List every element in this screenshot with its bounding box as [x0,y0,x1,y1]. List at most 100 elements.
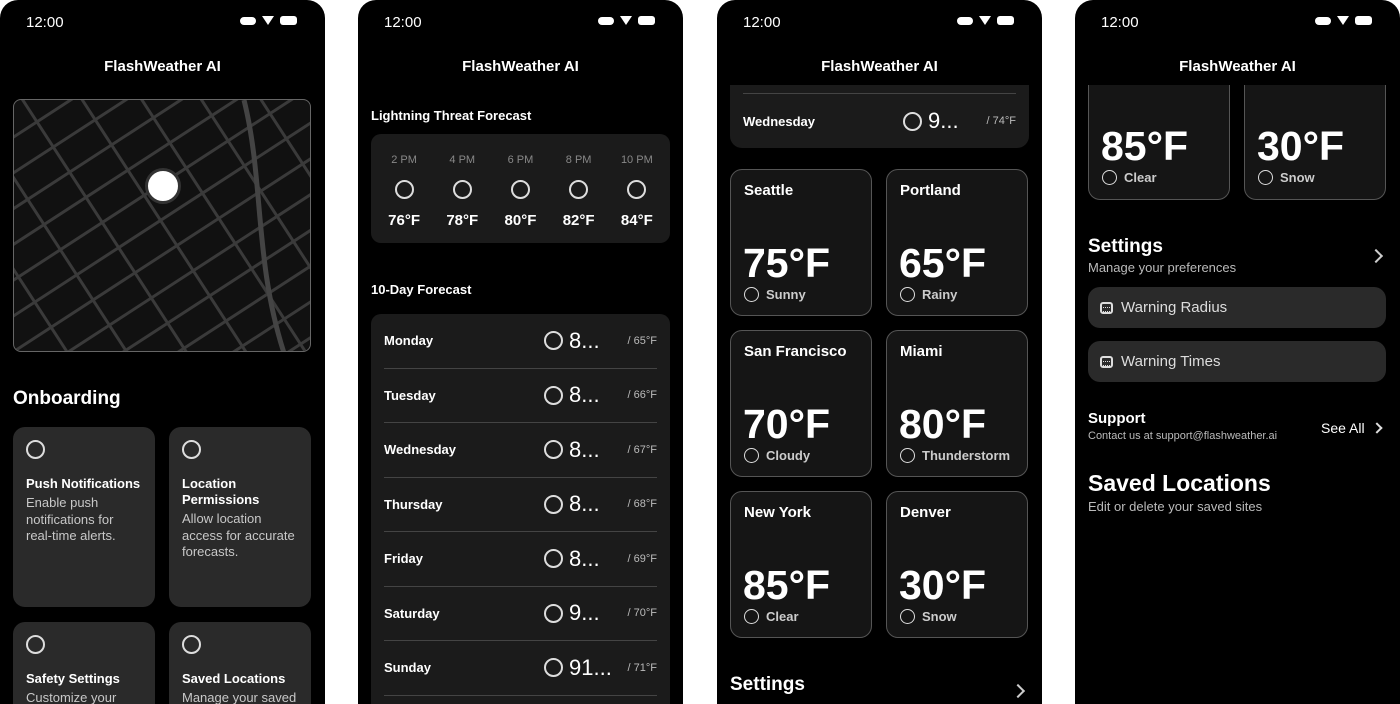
day-low: / 74°F [986,115,1016,128]
button-label: Warning Times [1121,353,1221,370]
hour-item: 2 PM 76°F [388,134,420,243]
day-high: 8... [569,382,600,408]
card-desc: Customize your [26,690,117,704]
status-icons [1315,16,1372,25]
hour-temp: 78°F [446,212,479,229]
ten-day-card: Monday 8... / 65°F Tuesday 8... / 66°F Wedne… [371,314,670,704]
condition-label: Snow [922,609,957,624]
warning-times-button[interactable]: Warning Times [1088,341,1386,382]
hour-label: 8 PM [565,154,592,166]
day-row[interactable]: Tuesday 8... / 66°F [384,369,657,423]
see-all-link[interactable]: See All [1321,420,1383,436]
day-row[interactable]: Wednesday 9... / 74°F [743,94,1016,149]
city-condition: Snow [900,609,957,624]
day-high: 8... [569,491,600,517]
city-temp: 30°F [1257,123,1345,169]
circle-icon [544,549,563,569]
settings-screen: 12:00 FlashWeather AI 85°F Clear 30°F Snow… [1075,0,1400,704]
card-desc: Enable push notifications for real-time … [26,495,116,543]
wifi-icon [262,16,274,25]
signal-icon [598,16,614,25]
settings-title[interactable]: Settings [1088,236,1163,257]
day-low: / 69°F [627,552,657,565]
location-pin[interactable] [145,168,181,204]
settings-subtitle: Manage your preferences [1088,260,1237,275]
day-row[interactable]: Thursday 8... / 68°F [384,478,657,532]
circle-icon [627,180,647,199]
city-temp: 80°F [899,401,987,447]
day-name: Friday [384,551,424,567]
settings-title[interactable]: Settings [730,674,805,695]
onboarding-card-location[interactable]: Location Permissions Allow location acces… [169,427,311,607]
card-title: Push Notifications [26,476,141,491]
circle-icon [544,494,563,514]
city-card-seattle[interactable]: Seattle 75°F Sunny [730,169,872,316]
map-view[interactable] [13,99,311,352]
circle-icon [744,609,759,624]
circle-icon [900,287,915,302]
city-card-denver[interactable]: 30°F Snow [1244,85,1386,200]
onboarding-card-push[interactable]: Push Notifications Enable push notificati… [13,427,155,607]
circle-icon [26,440,45,459]
city-temp: 65°F [899,240,987,286]
city-temp: 85°F [743,562,831,608]
circle-icon [569,180,589,199]
status-icons [240,16,297,25]
day-low: / 65°F [627,334,657,347]
hour-label: 6 PM [507,154,534,166]
city-name: Denver [900,504,951,521]
forecast-screen: 12:00 FlashWeather AI Lightning Threat F… [358,0,683,704]
onboarding-card-saved[interactable]: Saved Locations Manage your saved [169,622,311,704]
hour-label: 4 PM [449,154,476,166]
chevron-right-icon[interactable] [1010,683,1026,699]
ten-day-card-partial: Wednesday 9... / 74°F [730,85,1029,148]
circle-icon [182,440,201,459]
circle-icon [544,603,563,623]
warning-radius-button[interactable]: Warning Radius [1088,287,1386,328]
day-name: Wednesday [743,113,816,129]
city-card-san-francisco[interactable]: San Francisco 70°F Cloudy [730,330,872,477]
see-all-label: See All [1321,420,1365,436]
day-row[interactable]: Friday 8... / 69°F [384,532,657,587]
divider [743,93,1016,94]
chevron-right-icon [1370,422,1383,434]
wifi-icon [620,16,632,25]
circle-icon [510,180,530,199]
signal-icon [240,16,256,25]
day-row[interactable]: Wednesday 8... / 67°F [384,423,657,478]
circle-icon [182,635,201,654]
day-low: / 67°F [627,443,657,456]
city-card-new-york[interactable]: 85°F Clear [1088,85,1230,200]
city-name: Seattle [744,182,794,199]
circle-icon [544,331,563,351]
day-high: 9... [928,108,959,134]
onboarding-card-safety[interactable]: Safety Settings Customize your [13,622,155,704]
city-condition: Thunderstorm [900,448,1010,463]
condition-label: Rainy [922,287,958,302]
chevron-right-icon[interactable] [1368,248,1384,264]
day-row[interactable]: Monday 8... / 65°F [384,314,657,369]
circle-icon [900,609,915,624]
day-row[interactable]: Sunday 91... / 71°F [384,641,657,696]
city-card-denver[interactable]: Denver 30°F Snow [886,491,1028,638]
day-high: 8... [569,545,600,571]
day-name: Thursday [384,496,443,512]
day-row[interactable]: Saturday 9... / 70°F [384,587,657,641]
circle-icon [544,658,563,678]
day-low: / 70°F [627,607,657,620]
city-card-portland[interactable]: Portland 65°F Rainy [886,169,1028,316]
city-card-miami[interactable]: Miami 80°F Thunderstorm [886,330,1028,477]
saved-locations-subtitle: Edit or delete your saved sites [1088,499,1263,514]
support-contact[interactable]: Contact us at support@flashweather.ai [1088,430,1278,442]
hour-temp: 80°F [504,212,537,229]
day-name: Saturday [384,605,440,621]
hour-label: 2 PM [391,154,417,166]
city-card-new-york[interactable]: New York 85°F Clear [730,491,872,638]
hour-item: 8 PM 82°F [563,134,595,243]
status-time: 12:00 [743,14,781,31]
card-desc: Manage your saved [182,690,297,704]
city-temp: 75°F [743,240,831,286]
city-condition: Rainy [900,287,957,302]
calendar-icon [1100,355,1113,368]
app-title: FlashWeather AI [104,58,221,75]
